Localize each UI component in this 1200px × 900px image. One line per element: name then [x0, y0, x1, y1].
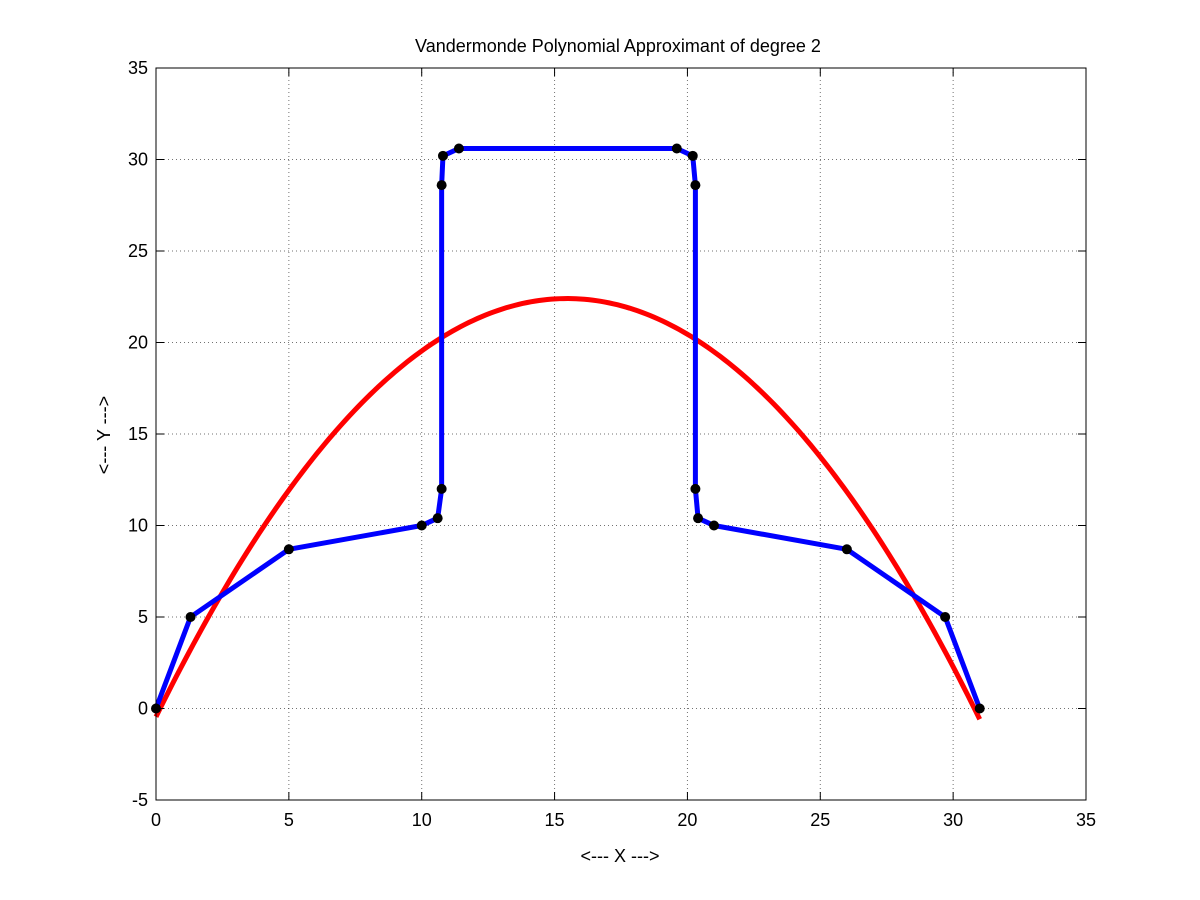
y-tick-label: 0	[138, 699, 148, 719]
x-tick-labels: 0 5 10 15 20 25 30 35	[151, 810, 1096, 830]
x-axis-label: <--- X --->	[581, 846, 660, 866]
data-point-marker	[436, 483, 447, 494]
x-tick-label: 5	[284, 810, 294, 830]
data-point-marker	[841, 544, 852, 555]
plot-series	[151, 143, 985, 721]
data-point-marker	[416, 520, 427, 531]
data-point-marker	[283, 544, 294, 555]
data-point-marker	[974, 703, 985, 714]
axis-ticks	[155, 67, 1087, 801]
data-point-marker	[690, 483, 701, 494]
x-tick-label: 25	[810, 810, 830, 830]
data-point-marker	[687, 150, 698, 161]
y-tick-label: 35	[128, 58, 148, 78]
data-point-marker	[709, 520, 719, 531]
y-tick-label: 25	[128, 241, 148, 261]
y-tick-label: -5	[132, 790, 148, 810]
data-point-marker	[437, 150, 448, 161]
y-tick-label: 20	[128, 333, 148, 353]
x-tick-label: 0	[151, 810, 161, 830]
data-series-line	[153, 146, 983, 711]
grid-lines	[156, 68, 1086, 800]
x-tick-label: 15	[545, 810, 565, 830]
y-tick-label: 5	[138, 607, 148, 627]
y-tick-label: 10	[128, 516, 148, 536]
x-tick-label: 10	[412, 810, 432, 830]
data-point-marker	[453, 143, 464, 154]
fit-curve-line	[153, 296, 982, 721]
chart-title: Vandermonde Polynomial Approximant of de…	[415, 36, 821, 56]
data-point-marker	[690, 180, 701, 191]
data-point-marker	[671, 143, 682, 154]
x-tick-label: 30	[943, 810, 963, 830]
x-tick-label: 20	[677, 810, 697, 830]
y-tick-labels: -5 0 5 10 15 20 25 30 35	[128, 58, 148, 810]
y-tick-label: 15	[128, 424, 148, 444]
data-point-marker	[432, 513, 443, 524]
data-point-marker	[436, 180, 447, 191]
y-tick-label: 30	[128, 150, 148, 170]
data-point-marker	[185, 612, 196, 622]
x-tick-label: 35	[1076, 810, 1096, 830]
data-point-marker	[940, 612, 951, 622]
data-point-marker	[693, 513, 704, 524]
y-axis-label: <--- Y --->	[94, 396, 114, 474]
